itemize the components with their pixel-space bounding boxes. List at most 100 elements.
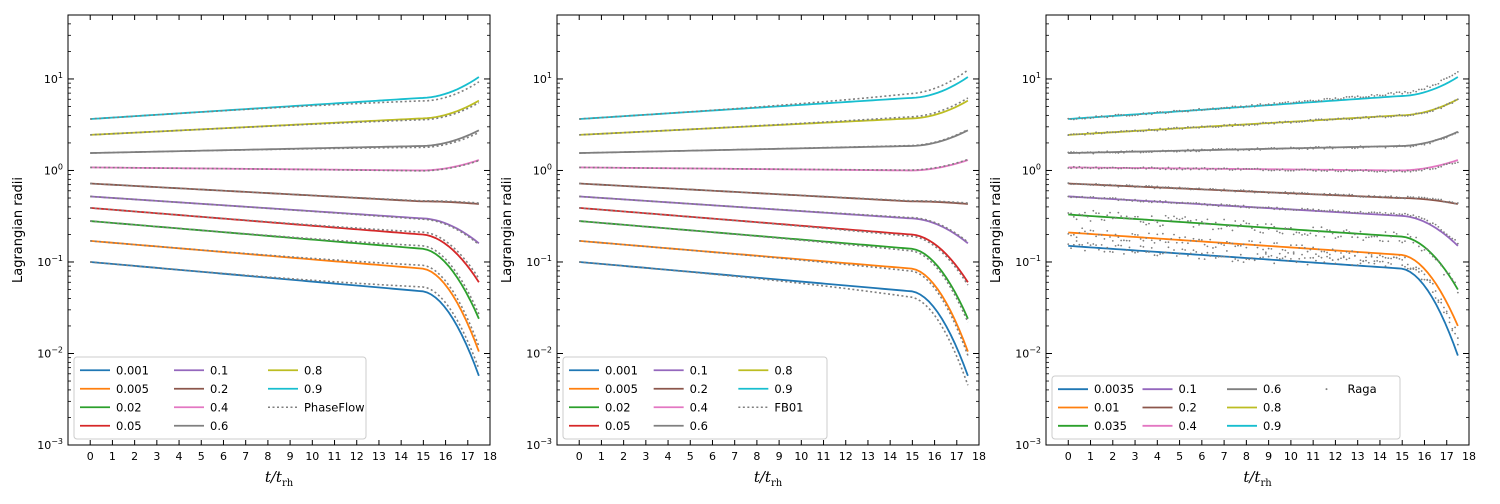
- reference-point-0.6: [1445, 136, 1448, 139]
- reference-point-0.1: [1145, 199, 1148, 202]
- legend-label: 0.2: [1179, 401, 1197, 415]
- reference-point-0.8: [1281, 121, 1284, 124]
- reference-point-0.9: [1209, 108, 1212, 110]
- reference-point-0.035: [1298, 231, 1301, 234]
- reference-point-0.2: [1256, 191, 1259, 194]
- reference-point-0.035: [1301, 233, 1303, 236]
- reference-point-0.0035: [1334, 262, 1337, 265]
- reference-point-0.9: [1420, 88, 1423, 91]
- reference-point-0.0035: [1423, 273, 1426, 276]
- reference-point-0.4: [1156, 167, 1159, 170]
- reference-point-0.1: [1284, 208, 1287, 211]
- x-tick-label: 15: [1395, 450, 1409, 463]
- reference-point-0.0035: [1245, 258, 1248, 261]
- reference-point-0.01: [1225, 240, 1228, 243]
- reference-point-0.0035: [1084, 249, 1086, 252]
- reference-point-0.8: [1328, 118, 1331, 121]
- reference-point-0.6: [1390, 145, 1392, 148]
- reference-point-0.035: [1334, 237, 1337, 240]
- legend-box: [1051, 375, 1401, 440]
- reference-point-0.6: [1392, 145, 1395, 148]
- reference-point-0.8: [1125, 129, 1128, 132]
- reference-point-0.01: [1289, 244, 1292, 247]
- reference-point-0.9: [1267, 103, 1270, 106]
- reference-point-0.6: [1398, 144, 1401, 147]
- reference-point-0.2: [1128, 184, 1131, 187]
- reference-point-0.2: [1195, 187, 1198, 190]
- reference-point-0.8: [1114, 131, 1117, 134]
- reference-point-0.035: [1328, 229, 1331, 232]
- reference-line-0.6: [579, 128, 969, 154]
- reference-point-0.035: [1390, 235, 1392, 238]
- reference-point-0.9: [1387, 92, 1390, 95]
- reference-point-0.4: [1075, 167, 1078, 169]
- reference-point-0.8: [1189, 126, 1192, 129]
- reference-point-0.0035: [1317, 255, 1320, 258]
- reference-point-0.2: [1454, 202, 1456, 205]
- reference-point-0.035: [1345, 229, 1348, 231]
- reference-point-0.1: [1423, 218, 1426, 220]
- reference-point-0.4: [1309, 168, 1312, 171]
- reference-point-0.9: [1212, 107, 1214, 110]
- reference-point-0.035: [1072, 215, 1075, 218]
- reference-point-0.1: [1178, 202, 1181, 205]
- reference-point-0.6: [1337, 146, 1340, 149]
- reference-point-0.0035: [1356, 264, 1359, 266]
- reference-point-0.6: [1081, 151, 1084, 154]
- reference-point-0.01: [1128, 239, 1131, 242]
- reference-point-0.4: [1184, 168, 1187, 170]
- reference-point-0.01: [1440, 298, 1443, 301]
- reference-point-0.0035: [1256, 253, 1259, 255]
- reference-point-0.6: [1189, 150, 1192, 152]
- reference-point-0.01: [1256, 246, 1259, 249]
- reference-point-0.8: [1331, 118, 1334, 121]
- reference-point-0.9: [1445, 77, 1448, 79]
- reference-point-0.8: [1306, 119, 1309, 122]
- reference-point-0.035: [1209, 223, 1212, 226]
- reference-point-0.0035: [1340, 257, 1342, 260]
- reference-point-0.0035: [1323, 261, 1326, 264]
- reference-point-0.01: [1217, 242, 1220, 245]
- reference-point-0.1: [1228, 204, 1231, 206]
- reference-point-0.0035: [1284, 255, 1287, 258]
- reference-point-0.0035: [1401, 258, 1404, 261]
- reference-point-0.01: [1370, 254, 1373, 256]
- reference-point-0.4: [1412, 169, 1415, 172]
- reference-point-0.1: [1239, 206, 1242, 209]
- reference-point-0.6: [1426, 142, 1429, 144]
- reference-point-0.035: [1070, 212, 1072, 215]
- reference-point-0.9: [1145, 113, 1148, 116]
- reference-point-0.2: [1142, 185, 1145, 188]
- reference-point-0.01: [1451, 327, 1454, 330]
- x-tick-label: 14: [883, 450, 897, 463]
- reference-point-0.8: [1173, 127, 1175, 129]
- reference-point-0.4: [1142, 166, 1145, 169]
- reference-point-0.9: [1303, 99, 1306, 102]
- reference-point-0.4: [1067, 167, 1070, 169]
- reference-point-0.2: [1398, 196, 1401, 199]
- reference-point-0.1: [1067, 195, 1070, 198]
- reference-point-0.035: [1136, 215, 1139, 218]
- reference-point-0.9: [1354, 96, 1356, 99]
- reference-point-0.01: [1326, 251, 1328, 254]
- reference-point-0.9: [1134, 114, 1136, 117]
- reference-point-0.1: [1128, 199, 1131, 201]
- reference-point-0.2: [1409, 196, 1412, 199]
- reference-point-0.8: [1209, 125, 1212, 128]
- reference-point-0.035: [1259, 231, 1262, 234]
- reference-point-0.9: [1198, 107, 1200, 110]
- reference-point-0.6: [1253, 148, 1256, 151]
- reference-point-0.0035: [1231, 260, 1234, 263]
- reference-point-0.035: [1270, 223, 1273, 226]
- reference-point-0.1: [1348, 210, 1351, 213]
- reference-point-0.4: [1362, 170, 1365, 172]
- reference-point-0.6: [1384, 146, 1387, 149]
- reference-point-0.4: [1195, 167, 1198, 169]
- reference-point-0.4: [1134, 167, 1136, 170]
- reference-point-0.1: [1251, 206, 1253, 209]
- reference-point-0.6: [1237, 149, 1239, 152]
- reference-point-0.9: [1248, 105, 1251, 108]
- reference-point-0.1: [1259, 206, 1262, 209]
- reference-point-0.6: [1370, 145, 1373, 148]
- reference-point-0.9: [1139, 113, 1142, 116]
